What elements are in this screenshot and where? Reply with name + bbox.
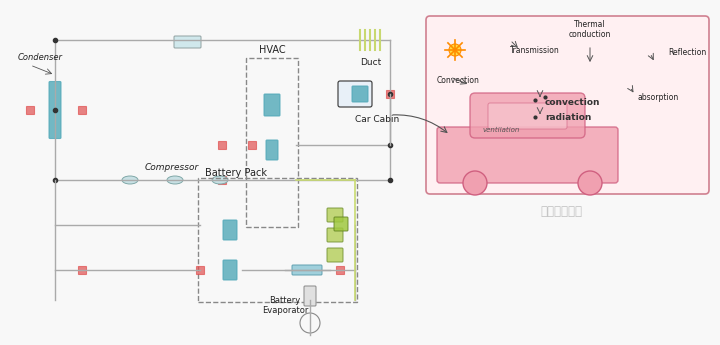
FancyBboxPatch shape <box>223 220 237 240</box>
Text: Battery Pack: Battery Pack <box>205 168 267 178</box>
FancyBboxPatch shape <box>470 93 585 138</box>
Ellipse shape <box>167 176 183 184</box>
FancyBboxPatch shape <box>292 265 322 275</box>
Bar <box>336 266 344 274</box>
Bar <box>386 90 394 98</box>
Text: Compressor: Compressor <box>145 163 199 172</box>
FancyBboxPatch shape <box>426 16 709 194</box>
Text: Transmission: Transmission <box>510 46 559 55</box>
FancyBboxPatch shape <box>334 217 348 231</box>
FancyBboxPatch shape <box>223 260 237 280</box>
Text: Convection: Convection <box>437 76 480 85</box>
Text: Battery
Evaporator: Battery Evaporator <box>262 296 308 315</box>
FancyBboxPatch shape <box>266 140 278 160</box>
Text: radiation: radiation <box>545 113 591 122</box>
Circle shape <box>463 171 487 195</box>
FancyBboxPatch shape <box>352 86 368 102</box>
FancyBboxPatch shape <box>49 81 61 138</box>
Text: ventilation: ventilation <box>482 127 519 133</box>
Circle shape <box>449 44 461 56</box>
Bar <box>78 266 86 274</box>
Text: 锂电联盟会长: 锂电联盟会长 <box>540 205 582 218</box>
FancyBboxPatch shape <box>174 36 201 48</box>
Text: Condenser: Condenser <box>18 53 63 62</box>
Circle shape <box>578 171 602 195</box>
Text: Duct: Duct <box>360 58 382 67</box>
Text: convection: convection <box>545 98 600 107</box>
Text: Thermal
conduction: Thermal conduction <box>569 20 611 39</box>
Bar <box>26 106 34 114</box>
Ellipse shape <box>122 176 138 184</box>
Text: HVAC: HVAC <box>258 45 285 55</box>
FancyBboxPatch shape <box>437 127 618 183</box>
Bar <box>78 106 86 114</box>
Text: Reflection: Reflection <box>668 48 706 57</box>
Text: Car Cabin: Car Cabin <box>355 115 400 124</box>
Bar <box>218 141 226 149</box>
FancyBboxPatch shape <box>327 208 343 222</box>
FancyBboxPatch shape <box>327 228 343 242</box>
Text: absorption: absorption <box>638 93 679 102</box>
Ellipse shape <box>212 176 228 184</box>
Bar <box>218 176 226 184</box>
Bar <box>248 141 256 149</box>
FancyBboxPatch shape <box>338 81 372 107</box>
FancyBboxPatch shape <box>327 248 343 262</box>
FancyBboxPatch shape <box>264 94 280 116</box>
FancyBboxPatch shape <box>304 286 316 306</box>
FancyBboxPatch shape <box>488 103 567 129</box>
Bar <box>196 266 204 274</box>
